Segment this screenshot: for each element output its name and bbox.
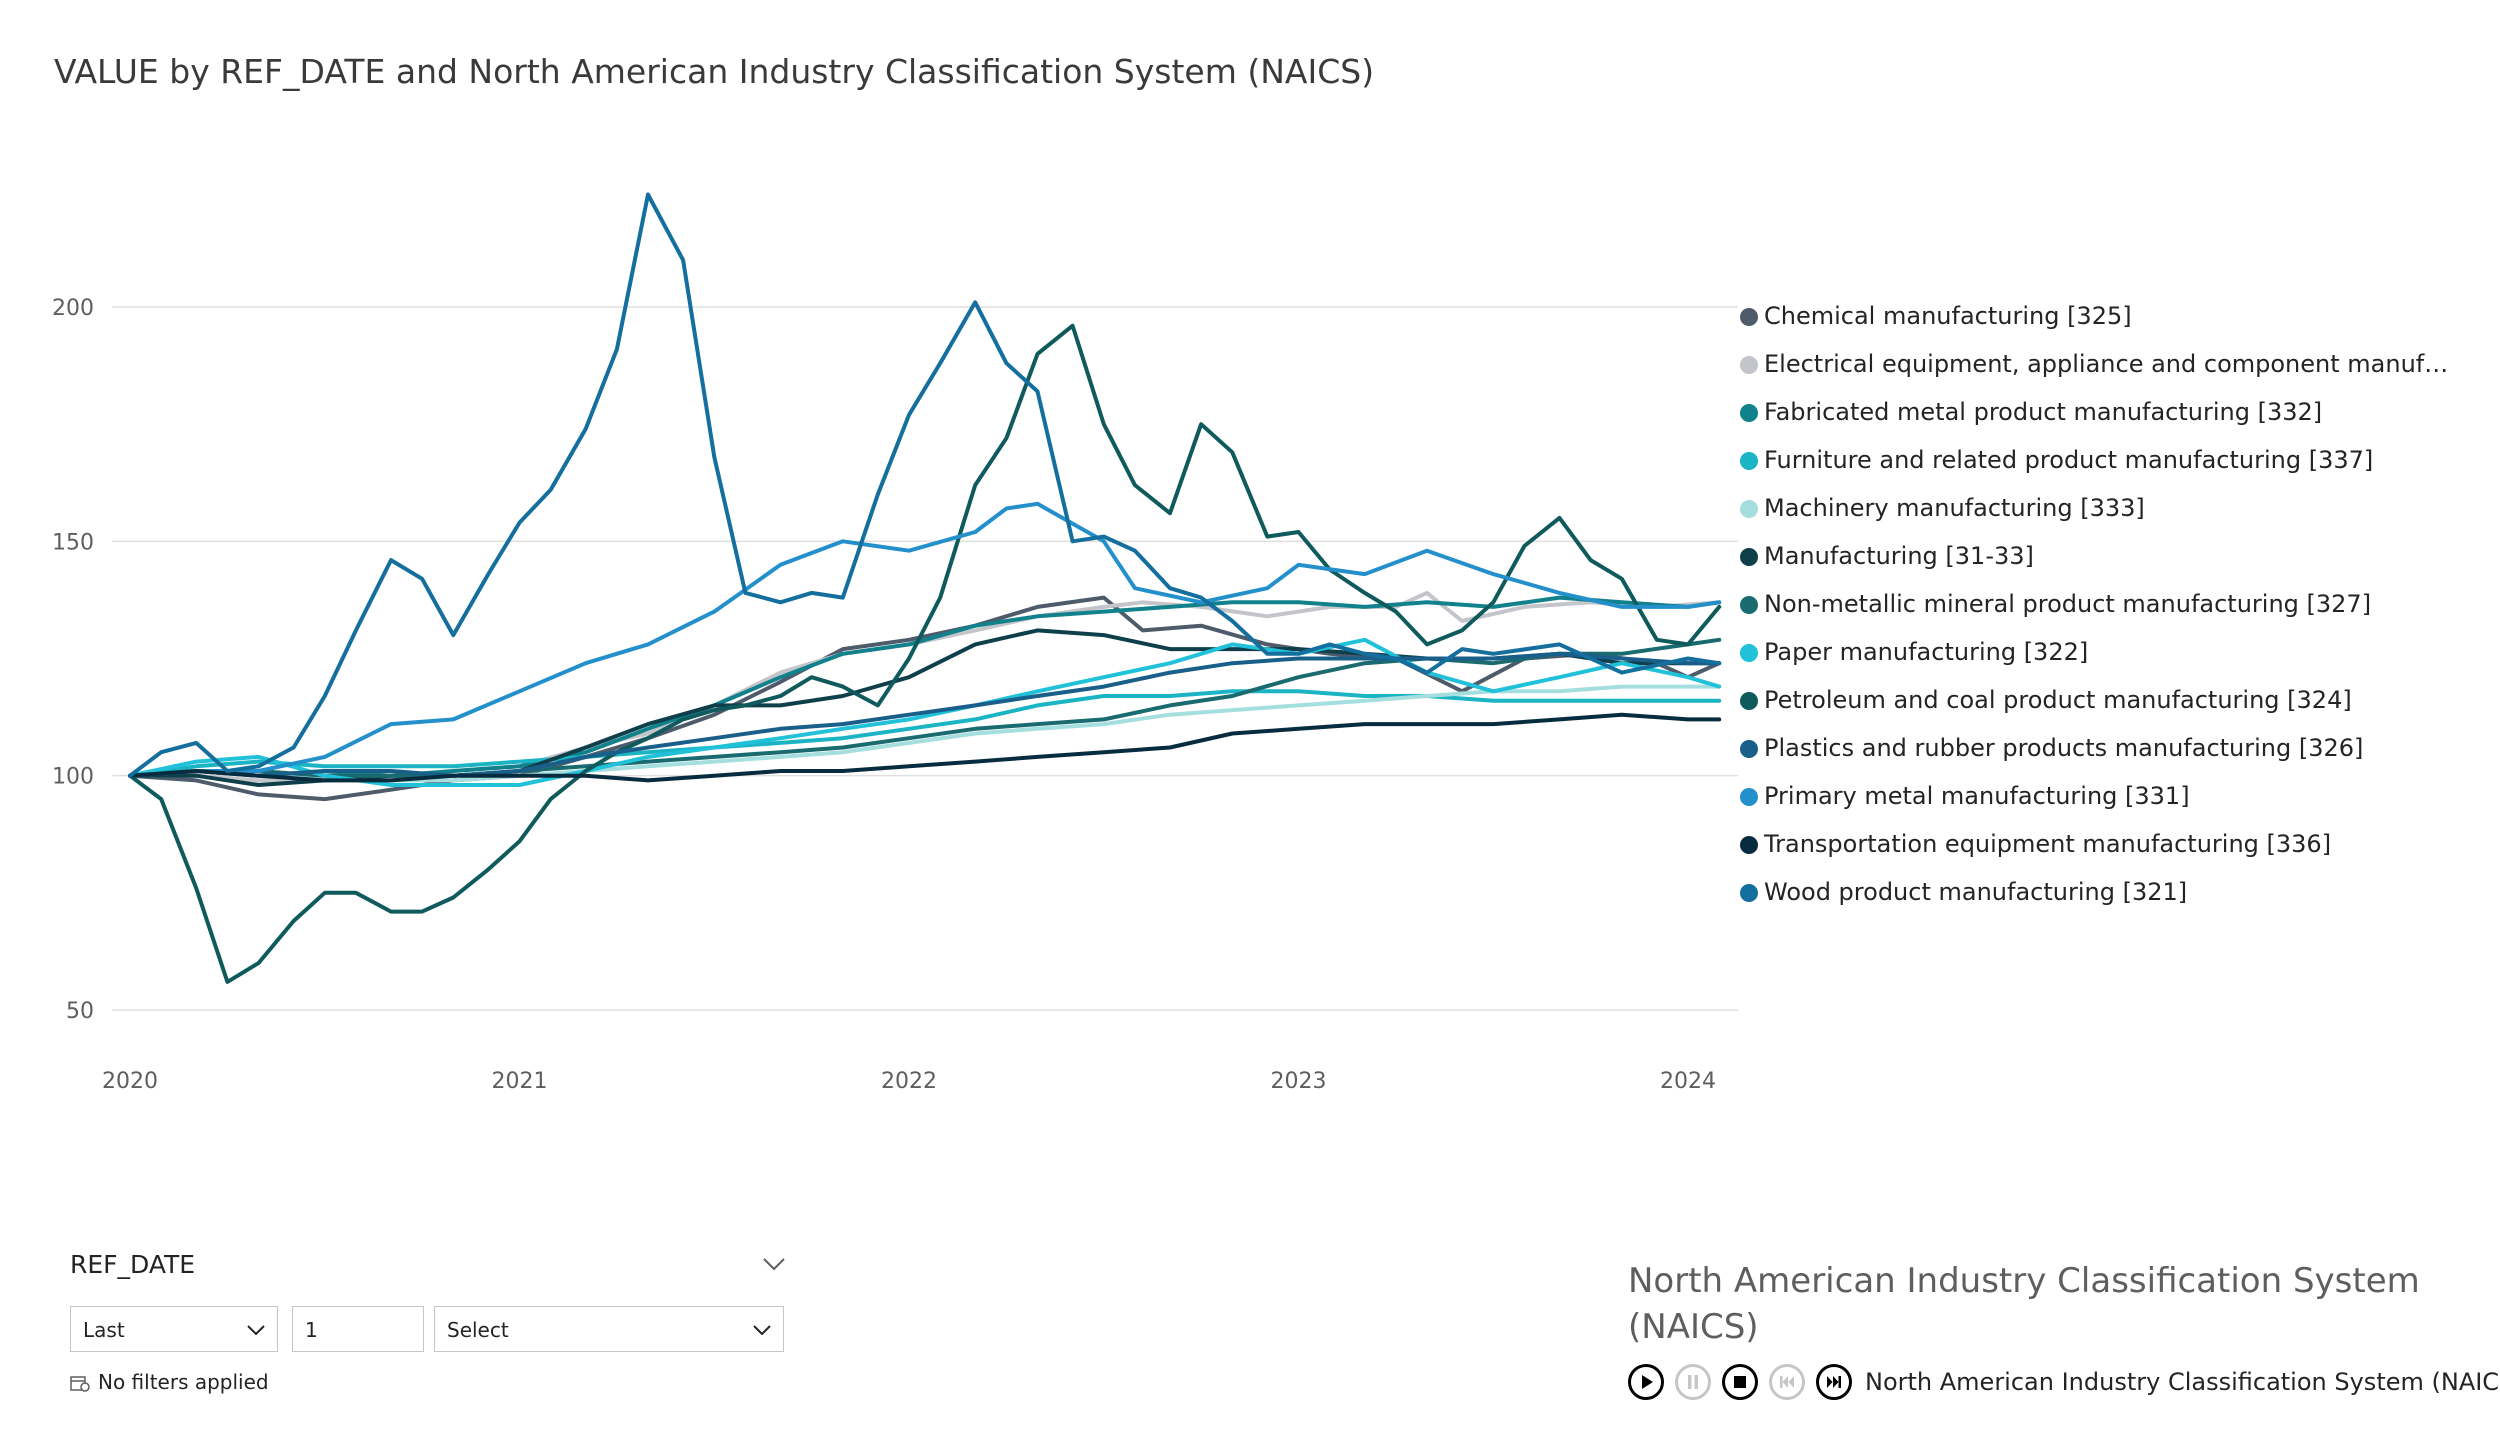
chart-legend: Chemical manufacturing [325] Electrical e… [1740,298,2460,922]
chevron-down-icon[interactable] [762,1252,786,1277]
legend-item[interactable]: Transportation equipment manufacturing [… [1740,826,2460,874]
series-line-9[interactable] [128,651,1722,778]
legend-label: Wood product manufacturing [321] [1764,878,2188,906]
legend-item[interactable]: Fabricated metal product manufacturing [… [1740,394,2460,442]
legend-label: Furniture and related product manufactur… [1764,446,2374,474]
play-axis-label: North American Industry Classification S… [1865,1368,2500,1396]
legend-marker [1740,692,1758,710]
x-tick-label: 2023 [1271,1069,1327,1094]
x-tick-label: 2024 [1660,1069,1716,1094]
pause-icon[interactable] [1675,1364,1711,1400]
chart-series [128,192,1722,984]
series-line-11[interactable] [128,712,1722,783]
filter-status: No filters applied [70,1370,269,1394]
y-tick-label: 100 [52,765,94,790]
legend-marker [1740,596,1758,614]
legend-item[interactable]: Petroleum and coal product manufacturing… [1740,682,2460,730]
legend-item[interactable]: Plastics and rubber products manufacturi… [1740,730,2460,778]
legend-label: Fabricated metal product manufacturing [… [1764,398,2323,426]
legend-label: Electrical equipment, appliance and comp… [1764,350,2460,378]
legend-marker [1740,452,1758,470]
legend-label: Plastics and rubber products manufacturi… [1764,734,2364,762]
legend-item[interactable]: Furniture and related product manufactur… [1740,442,2460,490]
legend-label: Transportation equipment manufacturing [… [1764,830,2332,858]
x-tick-label: 2021 [492,1069,548,1094]
play-axis: North American Industry Classification S… [1628,1258,2500,1400]
chevron-down-icon [247,1307,265,1353]
series-line-8[interactable] [128,323,1722,984]
y-axis: 50 100 150 200 [52,296,94,1024]
x-axis: 2020 2021 2022 2023 2024 [102,1069,1716,1094]
legend-marker [1740,548,1758,566]
legend-label: Petroleum and coal product manufacturing… [1764,686,2352,714]
legend-item[interactable]: Primary metal manufacturing [331] [1740,778,2460,826]
legend-item[interactable]: Electrical equipment, appliance and comp… [1740,346,2460,394]
chevron-down-icon [753,1307,771,1353]
x-tick-label: 2022 [881,1069,937,1094]
play-icon[interactable] [1628,1364,1664,1400]
x-tick-label: 2020 [102,1069,158,1094]
relative-count-input[interactable]: 1 [292,1306,424,1352]
series-line-3[interactable] [128,689,1722,778]
relative-unit-value: Select [447,1318,509,1342]
stop-icon[interactable] [1722,1364,1758,1400]
next-icon[interactable] [1816,1364,1852,1400]
legend-label: Chemical manufacturing [325] [1764,302,2132,330]
series-line-7[interactable] [128,637,1722,787]
legend-label: Machinery manufacturing [333] [1764,494,2145,522]
legend-item[interactable]: Paper manufacturing [322] [1740,634,2460,682]
legend-marker [1740,356,1758,374]
legend-marker [1740,644,1758,662]
legend-marker [1740,884,1758,902]
previous-icon[interactable] [1769,1364,1805,1400]
play-axis-title: North American Industry Classification S… [1628,1261,2420,1347]
legend-item[interactable]: Wood product manufacturing [321] [1740,874,2460,922]
legend-marker [1740,308,1758,326]
y-tick-label: 50 [66,999,94,1024]
series-line-6[interactable] [128,637,1722,778]
legend-label: Primary metal manufacturing [331] [1764,782,2190,810]
legend-marker [1740,740,1758,758]
series-line-12[interactable] [128,192,1722,778]
relative-count-value: 1 [305,1318,318,1342]
legend-marker [1740,836,1758,854]
legend-marker [1740,788,1758,806]
relative-mode-value: Last [83,1318,125,1342]
legend-label: Manufacturing [31-33] [1764,542,2034,570]
legend-item[interactable]: Machinery manufacturing [333] [1740,490,2460,538]
legend-marker [1740,404,1758,422]
legend-label: Non-metallic mineral product manufacturi… [1764,590,2372,618]
relative-mode-dropdown[interactable]: Last [70,1306,278,1352]
series-line-10[interactable] [128,501,1722,778]
calendar-filter-icon [70,1373,90,1392]
legend-item[interactable]: Non-metallic mineral product manufacturi… [1740,586,2460,634]
slicer-title: REF_DATE [70,1250,196,1279]
legend-label: Paper manufacturing [322] [1764,638,2089,666]
legend-item[interactable]: Manufacturing [31-33] [1740,538,2460,586]
chart-title: VALUE by REF_DATE and North American Ind… [54,52,1375,91]
y-tick-label: 150 [52,530,94,555]
relative-unit-dropdown[interactable]: Select [434,1306,784,1352]
legend-item[interactable]: Chemical manufacturing [325] [1740,298,2460,346]
legend-marker [1740,500,1758,518]
ref-date-slicer: REF_DATE Last 1 Select No filters applie… [70,1250,790,1394]
filter-status-text: No filters applied [98,1370,269,1394]
play-controls: North American Industry Classification S… [1628,1364,2500,1404]
y-tick-label: 200 [52,296,94,321]
